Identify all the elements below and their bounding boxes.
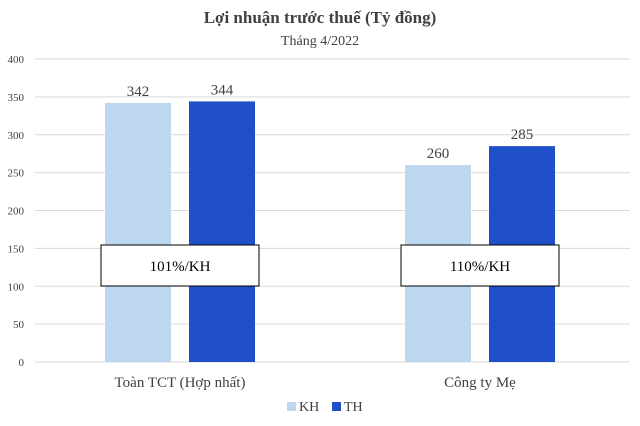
legend-swatch-th xyxy=(332,402,341,411)
category-label: Công ty Mẹ xyxy=(444,375,516,391)
data-label: 344 xyxy=(211,82,234,98)
bar-kh xyxy=(105,102,171,362)
y-tick-label: 50 xyxy=(13,319,25,331)
y-tick-label: 300 xyxy=(8,130,25,142)
y-tick-label: 200 xyxy=(8,206,25,218)
y-tick-label: 100 xyxy=(8,281,25,293)
data-label: 285 xyxy=(511,127,534,143)
category-label: Toàn TCT (Hợp nhất) xyxy=(115,375,246,391)
y-tick-label: 0 xyxy=(19,357,25,369)
annotation-label: 101%/KH xyxy=(150,259,211,275)
y-tick-label: 400 xyxy=(8,54,25,66)
data-label: 342 xyxy=(127,84,150,100)
bar-th xyxy=(189,101,255,363)
y-tick-label: 150 xyxy=(8,243,25,255)
data-label: 260 xyxy=(427,146,450,162)
legend-swatch-kh xyxy=(287,402,296,411)
legend-label: KH xyxy=(299,400,319,415)
chart-subtitle: Tháng 4/2022 xyxy=(281,34,359,49)
y-tick-label: 350 xyxy=(8,92,25,104)
y-tick-label: 250 xyxy=(8,168,25,180)
annotation-box xyxy=(400,244,560,287)
legend-label: TH xyxy=(344,400,363,415)
chart-title: Lợi nhuận trước thuế (Tỷ đồng) xyxy=(204,8,437,27)
annotation-label: 110%/KH xyxy=(450,259,510,275)
annotation-box xyxy=(100,244,260,287)
